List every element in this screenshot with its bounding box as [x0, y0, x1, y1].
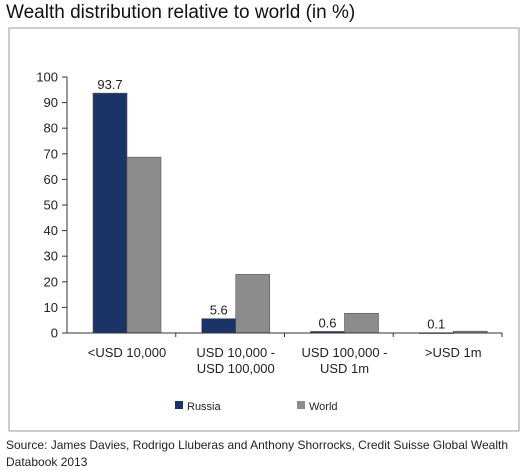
y-tick-label: 100 — [36, 70, 58, 85]
y-tick-label: 90 — [44, 95, 58, 110]
legend-swatch-world — [297, 401, 305, 409]
x-category-label: USD 1m — [320, 361, 369, 376]
x-category-label: <USD 10,000 — [88, 345, 166, 360]
source-note: Source: James Davies, Rodrigo Lluberas a… — [6, 438, 509, 469]
legend-label-world: World — [309, 401, 338, 413]
y-axis: 0 10 20 30 40 50 60 70 80 90 100 — [36, 70, 68, 341]
legend-swatch-russia — [175, 401, 183, 409]
data-label: 5.6 — [210, 303, 228, 318]
data-label: 0.6 — [318, 315, 336, 330]
plot-frame — [8, 27, 520, 432]
y-tick-label: 80 — [44, 121, 58, 136]
x-category-label: >USD 1m — [425, 345, 482, 360]
bar-russia — [201, 318, 237, 334]
x-category-label: USD 100,000 - — [302, 345, 388, 360]
y-tick-label: 30 — [44, 249, 58, 264]
y-tick-label: 10 — [44, 300, 58, 315]
x-category-label: USD 10,000 - — [196, 345, 275, 360]
y-tick-label: 20 — [44, 274, 58, 289]
y-tick-label: 60 — [44, 172, 58, 187]
legend-label-russia: Russia — [187, 401, 222, 413]
data-label: 0.1 — [427, 317, 445, 332]
y-tick-label: 0 — [51, 326, 58, 341]
bar-world — [126, 156, 162, 334]
bar-russia — [92, 92, 128, 334]
x-category-label: USD 100,000 — [197, 361, 275, 376]
data-label: 93.7 — [97, 77, 122, 92]
chart-title: Wealth distribution relative to world (i… — [6, 2, 356, 23]
y-tick-label: 40 — [44, 223, 58, 238]
bar-world — [344, 312, 379, 334]
legend: Russia World — [175, 401, 338, 413]
y-tick-label: 70 — [44, 146, 58, 161]
bar-world — [235, 274, 271, 334]
bars: 93.7 5.6 0.6 0.1 — [92, 77, 488, 334]
y-tick-label: 50 — [44, 198, 58, 213]
x-axis: <USD 10,000 USD 10,000 -USD 100,000 USD 10… — [67, 332, 503, 376]
